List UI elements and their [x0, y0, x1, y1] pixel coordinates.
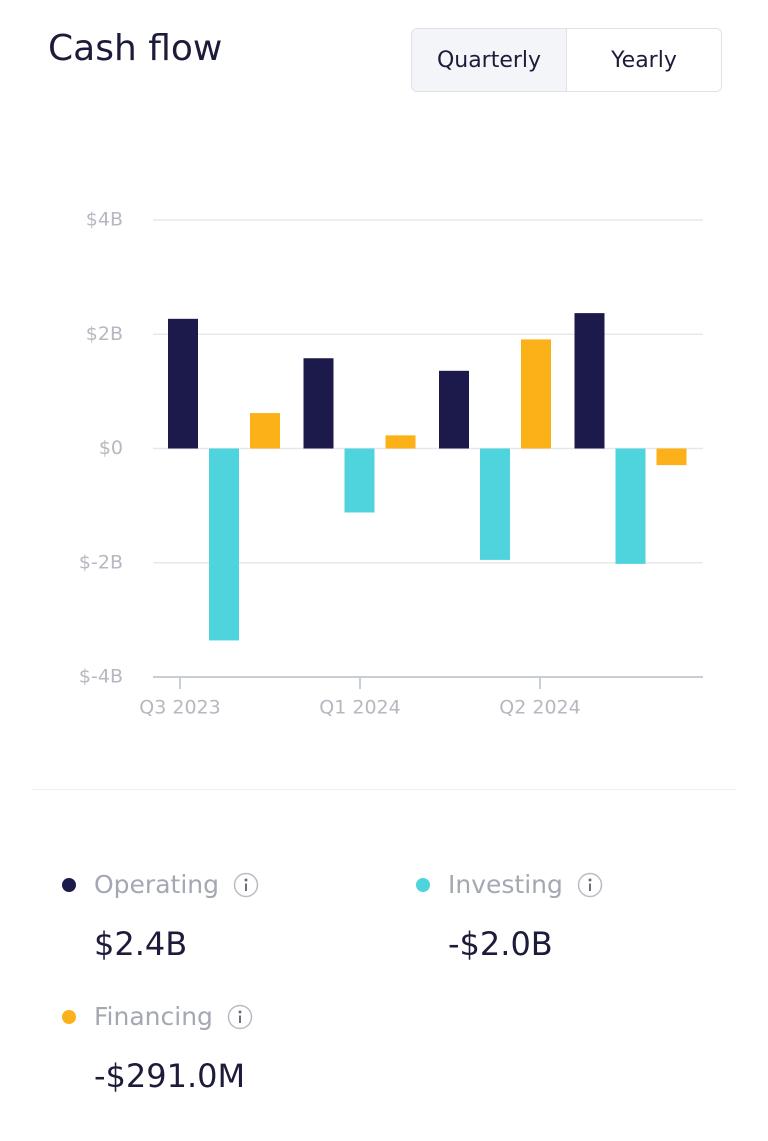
bar — [344, 448, 375, 513]
legend-row: Investing — [416, 870, 736, 899]
legend-label: Operating — [94, 870, 219, 899]
bar — [615, 448, 646, 564]
y-tick-label: $2B — [86, 323, 123, 345]
bar — [303, 358, 334, 449]
legend-row: Financing — [62, 1002, 382, 1031]
legend-dot — [62, 1009, 76, 1024]
bar — [521, 339, 551, 449]
divider — [32, 789, 736, 790]
toggle-option[interactable]: Quarterly — [412, 29, 567, 91]
legend-item: Financing -$291.0M — [62, 1002, 382, 1095]
y-tick-label: $-2B — [79, 551, 123, 573]
bar — [209, 448, 239, 641]
bar — [480, 448, 510, 560]
summary-value: -$291.0M — [94, 1057, 246, 1095]
title: Cash flow — [48, 28, 223, 69]
toggle-option[interactable]: Yearly — [567, 29, 721, 91]
legend-dot — [62, 877, 76, 892]
bar — [385, 435, 416, 449]
y-tick-label: $0 — [99, 437, 123, 459]
chart: $-4B $-2B $0 $2B $4B Q3 2023 Q1 2024 Q2 2024 — [79, 209, 703, 719]
info-icon[interactable] — [577, 872, 603, 898]
legend-item: Investing -$2.0B — [416, 870, 736, 963]
bar — [574, 313, 605, 449]
x-tick-label: Q2 2024 — [499, 697, 580, 719]
legend-item: Operating $2.4B — [62, 870, 382, 963]
period-toggle: Quarterly Yearly — [411, 28, 722, 92]
summary-value: $2.4B — [94, 925, 188, 963]
summary-value: -$2.0B — [448, 925, 553, 963]
bar — [168, 318, 198, 449]
legend-label: Investing — [448, 870, 563, 899]
y-tick-label: $-4B — [79, 666, 123, 688]
legend-row: Operating — [62, 870, 382, 899]
bar — [656, 448, 687, 466]
y-tick-label: $4B — [86, 209, 123, 231]
legend-dot — [416, 877, 430, 892]
x-tick-label: Q3 2023 — [139, 697, 220, 719]
x-tick-label: Q1 2024 — [319, 697, 400, 719]
bar — [439, 370, 469, 449]
info-icon[interactable] — [227, 1004, 253, 1030]
legend-label: Financing — [94, 1002, 213, 1031]
bar — [250, 413, 280, 449]
info-icon[interactable] — [233, 872, 259, 898]
